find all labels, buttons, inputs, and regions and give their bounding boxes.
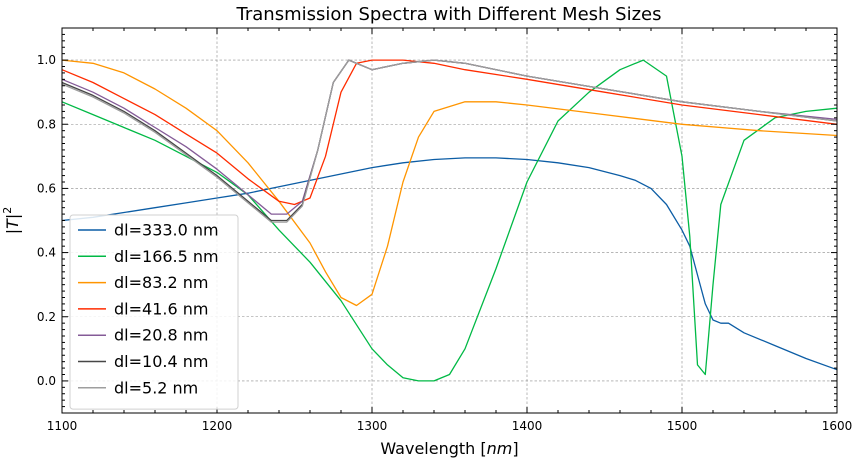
x-tick-label-5: 1600 [822, 419, 853, 433]
x-axis-label: Wavelength [nm] [380, 439, 518, 458]
legend-label-2: dl=83.2 nm [114, 273, 208, 292]
legend-label-4: dl=20.8 nm [114, 326, 208, 345]
x-tick-label-2: 1300 [357, 419, 388, 433]
series-line-0 [61, 157, 838, 371]
series-lines [61, 59, 838, 382]
y-tick-label-1: 0.2 [37, 310, 56, 324]
legend-label-1: dl=166.5 nm [114, 247, 219, 266]
legend-label-5: dl=10.4 nm [114, 352, 208, 371]
series-line-5 [61, 59, 838, 222]
series-line-4 [61, 59, 838, 215]
axis-ticks [61, 27, 838, 414]
legend: dl=333.0 nm dl=166.5 nm dl=83.2 nm dl=41.6 … [69, 214, 239, 410]
x-tick-label-3: 1400 [512, 419, 543, 433]
x-axis-unit: nm [487, 439, 513, 458]
legend-box [69, 214, 239, 410]
y-tick-label-2: 0.4 [37, 246, 56, 260]
y-tick-labels: 0.0 0.2 0.4 0.6 0.8 1.0 [37, 53, 56, 388]
y-axis-label-text: T [3, 218, 22, 229]
x-tick-label-1: 1200 [202, 419, 233, 433]
x-tick-labels: 1100 1200 1300 1400 1500 1600 [47, 419, 853, 433]
legend-label-3: dl=41.6 nm [114, 299, 208, 318]
x-axis-label-text: Wavelength [380, 439, 475, 458]
y-axis-label: |T|2 [1, 207, 22, 235]
y-axis-exponent: 2 [1, 207, 14, 214]
y-tick-label-4: 0.8 [37, 117, 56, 131]
x-tick-label-0: 1100 [47, 419, 78, 433]
y-tick-label-5: 1.0 [37, 53, 56, 67]
y-tick-label-3: 0.6 [37, 181, 56, 195]
chart-title: Transmission Spectra with Different Mesh… [236, 4, 662, 25]
series-line-2 [61, 59, 838, 307]
legend-label-6: dl=5.2 nm [114, 378, 198, 397]
series-line-3 [61, 59, 838, 206]
x-tick-label-4: 1500 [667, 419, 698, 433]
series-line-1 [61, 59, 838, 382]
y-tick-label-0: 0.0 [37, 374, 56, 388]
series-line-6 [61, 59, 838, 223]
legend-label-0: dl=333.0 nm [114, 221, 219, 240]
